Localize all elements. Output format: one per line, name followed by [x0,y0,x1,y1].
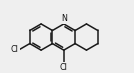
Text: N: N [61,14,67,23]
Text: Cl: Cl [60,63,68,72]
Text: Cl: Cl [11,45,19,54]
